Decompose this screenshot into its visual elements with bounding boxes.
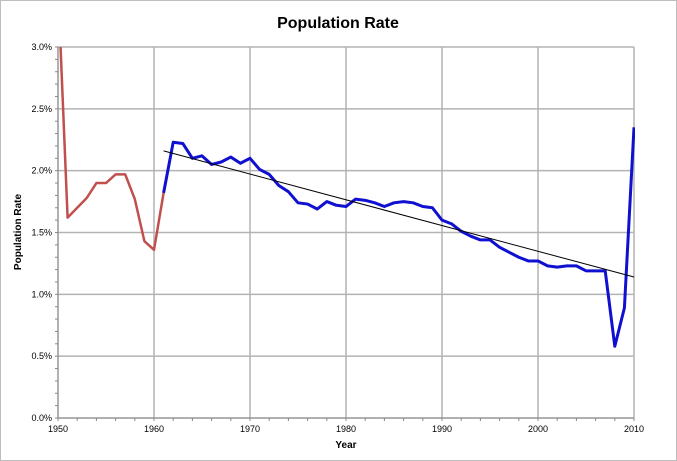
y-axis-label: Population Rate xyxy=(13,194,24,271)
series-line-2 xyxy=(162,127,635,348)
chart-title: Population Rate xyxy=(277,15,399,32)
x-tick-label: 2010 xyxy=(624,424,644,434)
x-tick-label: 1950 xyxy=(48,424,68,434)
y-tick-label: 3.0% xyxy=(31,42,52,52)
y-tick-label: 0.5% xyxy=(31,351,52,361)
y-tick-label: 2.5% xyxy=(31,104,52,114)
x-tick-label: 1980 xyxy=(336,424,356,434)
x-tick-label: 2000 xyxy=(528,424,548,434)
x-tick-label: 1960 xyxy=(144,424,164,434)
y-tick-label: 1.0% xyxy=(31,289,52,299)
y-tick-label: 0.0% xyxy=(31,413,52,423)
trendline xyxy=(163,150,635,278)
x-tick-label: 1990 xyxy=(432,424,452,434)
x-axis-label: Year xyxy=(335,440,356,451)
y-tick-label: 1.5% xyxy=(31,228,52,238)
series-line-1 xyxy=(59,47,165,252)
y-tick-label: 2.0% xyxy=(31,166,52,176)
x-tick-label: 1970 xyxy=(240,424,260,434)
